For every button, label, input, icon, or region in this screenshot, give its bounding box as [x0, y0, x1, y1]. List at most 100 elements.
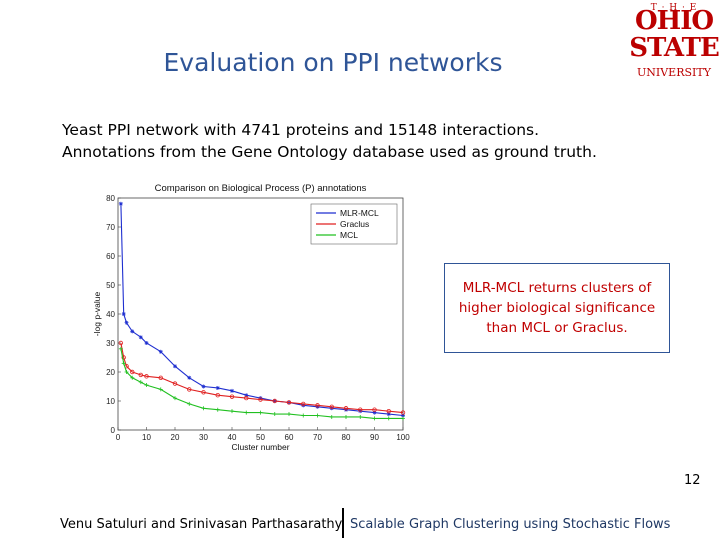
data-point-mcl [315, 413, 320, 418]
y-tick-label: 10 [106, 397, 115, 406]
chart: Comparison on Biological Process (P) ann… [88, 180, 418, 452]
data-point-mlr-mcl [173, 364, 177, 369]
legend-label-graclus: Graclus [340, 219, 369, 229]
data-point-mcl [130, 375, 135, 380]
data-point-graclus [121, 355, 126, 360]
x-tick-label: 0 [116, 433, 121, 442]
data-point-graclus [215, 392, 220, 398]
chart-title: Comparison on Biological Process (P) ann… [155, 183, 367, 194]
data-point-mcl [344, 414, 348, 419]
data-point-mcl [118, 346, 123, 351]
body-line-1: Yeast PPI network with 4741 proteins and… [62, 121, 540, 139]
data-point-graclus [172, 381, 178, 386]
data-point-mcl [121, 361, 126, 366]
data-point-mlr-mcl [230, 388, 234, 393]
data-point-mcl [215, 407, 220, 412]
body-text: Yeast PPI network with 4741 proteins and… [62, 119, 597, 163]
x-tick-label: 20 [171, 433, 180, 442]
data-point-mcl [201, 406, 206, 411]
y-tick-label: 60 [106, 252, 115, 261]
data-point-mcl [158, 387, 163, 392]
data-point-mlr-mcl [130, 329, 135, 334]
data-point-graclus [372, 407, 377, 412]
data-point-graclus [158, 375, 163, 380]
y-tick-label: 40 [106, 310, 115, 319]
x-tick-label: 100 [396, 433, 410, 442]
data-point-graclus [138, 372, 143, 378]
x-axis-label: Cluster number [231, 442, 289, 450]
y-tick-label: 0 [111, 426, 116, 435]
data-point-mlr-mcl [158, 349, 163, 354]
data-point-graclus [118, 340, 124, 346]
data-point-graclus [301, 401, 306, 407]
y-tick-label: 80 [106, 194, 115, 203]
data-point-graclus [400, 410, 406, 415]
y-tick-label: 30 [106, 339, 115, 348]
data-point-mcl [138, 380, 143, 385]
data-point-mcl [230, 409, 234, 414]
footer-authors: Venu Satuluri and Srinivasan Parthasarat… [60, 517, 343, 532]
data-point-graclus [329, 404, 334, 409]
data-point-mlr-mcl [372, 410, 377, 415]
legend-label-mlr-mcl: MLR-MCL [340, 208, 379, 218]
footer-divider [342, 508, 344, 538]
data-point-graclus [358, 407, 363, 412]
data-point-graclus [258, 397, 263, 402]
data-point-mcl [272, 412, 277, 417]
slide-title: Evaluation on PPI networks [163, 48, 503, 77]
data-point-mcl [372, 416, 377, 421]
data-point-mcl [401, 416, 405, 421]
data-point-mlr-mcl [187, 375, 192, 380]
x-tick-label: 80 [342, 433, 351, 442]
data-point-mcl [329, 414, 334, 419]
data-point-mlr-mcl [124, 320, 129, 325]
data-point-mcl [258, 410, 263, 415]
y-axis-label: -log p-value [92, 292, 102, 337]
data-point-graclus [201, 390, 206, 395]
logo-box: T · H · E OHIO STATE UNIVERSITY [628, 0, 720, 88]
callout-text: MLR-MCL returns clusters of higher biolo… [458, 280, 656, 336]
x-tick-label: 10 [142, 433, 151, 442]
data-point-graclus [386, 408, 391, 414]
page-number: 12 [684, 473, 701, 488]
ohio-state-logo: T · H · E OHIO STATE UNIVERSITY [628, 0, 720, 88]
y-tick-label: 20 [106, 368, 115, 377]
data-point-mlr-mcl [118, 201, 123, 206]
data-point-mlr-mcl [215, 385, 220, 390]
data-point-mlr-mcl [121, 312, 126, 316]
data-point-mlr-mcl [144, 341, 149, 345]
data-point-graclus [229, 394, 235, 399]
x-tick-label: 50 [256, 433, 265, 442]
data-point-graclus [130, 369, 135, 375]
footer-talk-title: Scalable Graph Clustering using Stochast… [350, 517, 671, 532]
data-point-graclus [286, 400, 292, 405]
logo-state: STATE [629, 33, 720, 63]
data-point-mcl [358, 414, 363, 419]
series-line-mcl [120, 348, 403, 419]
data-point-mlr-mcl [244, 393, 249, 398]
data-point-graclus [272, 398, 277, 404]
logo-university: UNIVERSITY [637, 66, 711, 79]
x-tick-label: 90 [370, 433, 379, 442]
logo-ohio: OHIO [634, 6, 714, 36]
x-tick-label: 70 [313, 433, 322, 442]
data-point-mlr-mcl [138, 335, 143, 340]
data-point-mcl [386, 416, 391, 421]
data-point-mcl [244, 410, 249, 415]
x-tick-label: 40 [228, 433, 237, 442]
data-point-graclus [144, 374, 149, 379]
data-point-graclus [187, 387, 192, 392]
data-point-graclus [343, 406, 349, 411]
data-point-mlr-mcl [386, 412, 391, 417]
y-tick-label: 50 [106, 281, 115, 290]
data-point-mcl [144, 383, 149, 388]
logo-the: T · H · E [650, 3, 698, 13]
data-point-mcl [287, 412, 291, 417]
x-tick-label: 60 [285, 433, 294, 442]
data-point-graclus [244, 395, 249, 401]
legend-label-mcl: MCL [340, 230, 358, 240]
data-point-mlr-mcl [201, 384, 206, 389]
callout-box: MLR-MCL returns clusters of higher biolo… [444, 263, 670, 353]
chart-svg: Comparison on Biological Process (P) ann… [92, 183, 410, 452]
data-point-graclus [315, 403, 320, 408]
